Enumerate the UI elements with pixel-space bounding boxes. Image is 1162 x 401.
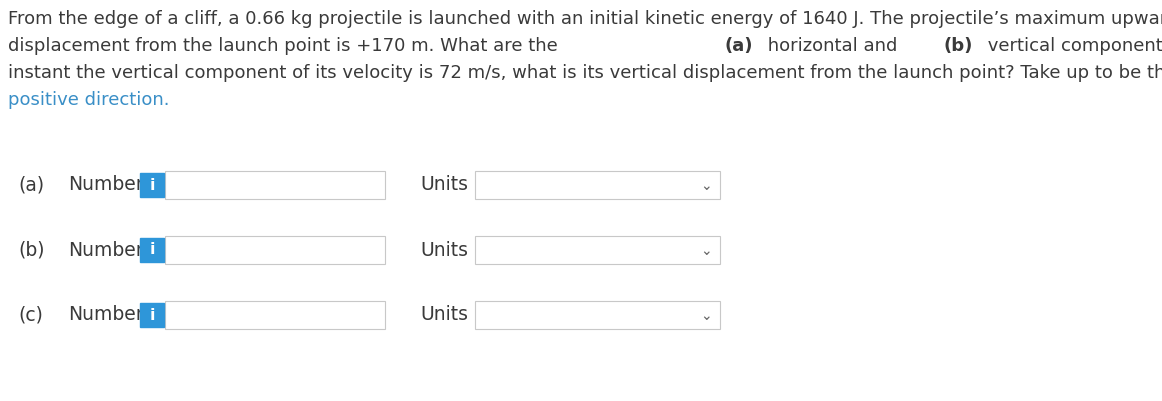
Text: i: i: [149, 308, 155, 322]
Text: (c): (c): [17, 306, 43, 324]
Text: horizontal and: horizontal and: [761, 37, 903, 55]
Text: From the edge of a cliff, a 0.66 kg projectile is launched with an initial kinet: From the edge of a cliff, a 0.66 kg proj…: [8, 10, 1162, 28]
Text: i: i: [149, 243, 155, 257]
FancyBboxPatch shape: [139, 303, 164, 327]
Text: Number: Number: [69, 306, 144, 324]
FancyBboxPatch shape: [165, 171, 385, 199]
Text: ⌄: ⌄: [701, 244, 712, 258]
Text: Units: Units: [419, 241, 468, 259]
Text: positive direction.: positive direction.: [8, 91, 170, 109]
Text: (a): (a): [725, 37, 753, 55]
Text: Number: Number: [69, 241, 144, 259]
Text: vertical components of its launch velocity?: vertical components of its launch veloci…: [982, 37, 1162, 55]
Text: (b): (b): [944, 37, 973, 55]
FancyBboxPatch shape: [475, 171, 720, 199]
Text: (a): (a): [17, 176, 44, 194]
Text: ⌄: ⌄: [701, 309, 712, 323]
Text: displacement from the launch point is +170 m. What are the: displacement from the launch point is +1…: [8, 37, 564, 55]
FancyBboxPatch shape: [139, 238, 164, 262]
Text: ⌄: ⌄: [701, 179, 712, 193]
Text: instant the vertical component of its velocity is 72 m/s, what is its vertical d: instant the vertical component of its ve…: [8, 64, 1162, 82]
Text: Units: Units: [419, 306, 468, 324]
Text: Number: Number: [69, 176, 144, 194]
Text: i: i: [149, 178, 155, 192]
Text: (b): (b): [17, 241, 44, 259]
FancyBboxPatch shape: [475, 236, 720, 264]
FancyBboxPatch shape: [139, 173, 164, 197]
Text: Units: Units: [419, 176, 468, 194]
FancyBboxPatch shape: [165, 236, 385, 264]
FancyBboxPatch shape: [475, 301, 720, 329]
FancyBboxPatch shape: [165, 301, 385, 329]
